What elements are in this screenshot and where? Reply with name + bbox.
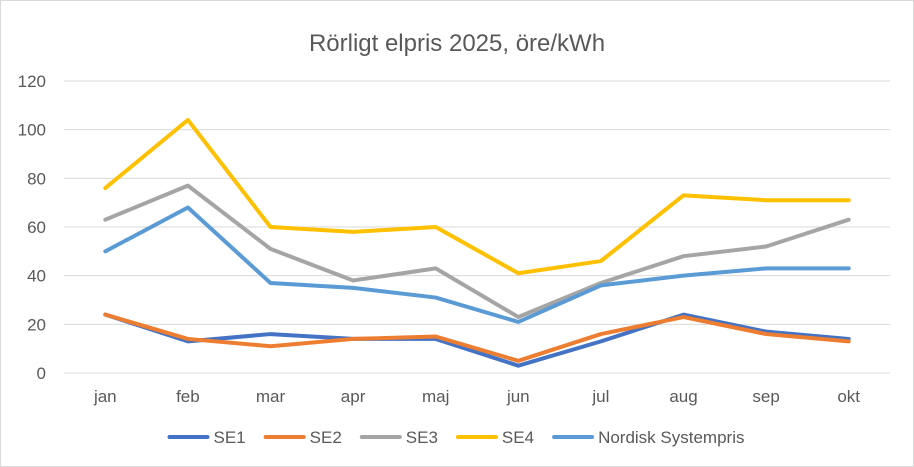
legend-label: SE4: [502, 428, 534, 447]
x-tick-label: sep: [752, 387, 779, 406]
chart-title: Rörligt elpris 2025, öre/kWh: [309, 30, 605, 57]
series-line-se4: [103, 117, 851, 276]
x-tick-label: okt: [837, 387, 860, 406]
legend-label: SE3: [406, 428, 438, 447]
y-tick-label: 20: [27, 315, 46, 334]
x-tick-label: feb: [176, 387, 200, 406]
x-tick-label: mar: [256, 387, 286, 406]
x-tick-label: jan: [93, 387, 117, 406]
y-tick-label: 40: [27, 267, 46, 286]
series-line-se2: [103, 312, 851, 363]
y-tick-label: 80: [27, 169, 46, 188]
x-tick-label: jun: [506, 387, 530, 406]
gridlines: [64, 80, 890, 374]
y-tick-label: 0: [37, 364, 46, 383]
series-lines: [103, 117, 851, 368]
series-line-se1: [103, 312, 851, 368]
legend-label: Nordisk Systempris: [598, 428, 744, 447]
x-tick-label: jul: [591, 387, 609, 406]
x-tick-label: apr: [341, 387, 366, 406]
series-line-nordisk-systempris: [103, 205, 851, 324]
y-tick-label: 120: [18, 72, 46, 91]
legend-label: SE1: [214, 428, 246, 447]
legend: SE1 SE2 SE3 SE4 Nordisk Systempris: [167, 428, 744, 447]
legend-label: SE2: [310, 428, 342, 447]
x-tick-label: aug: [669, 387, 697, 406]
y-tick-label: 100: [18, 121, 46, 140]
x-tick-label: maj: [422, 387, 449, 406]
y-axis-ticks: 0 20 40 60 80 100 120: [18, 72, 46, 383]
y-tick-label: 60: [27, 218, 46, 237]
x-axis-ticks: jan feb mar apr maj jun jul aug sep okt: [93, 387, 860, 406]
series-line-se3: [103, 183, 851, 320]
